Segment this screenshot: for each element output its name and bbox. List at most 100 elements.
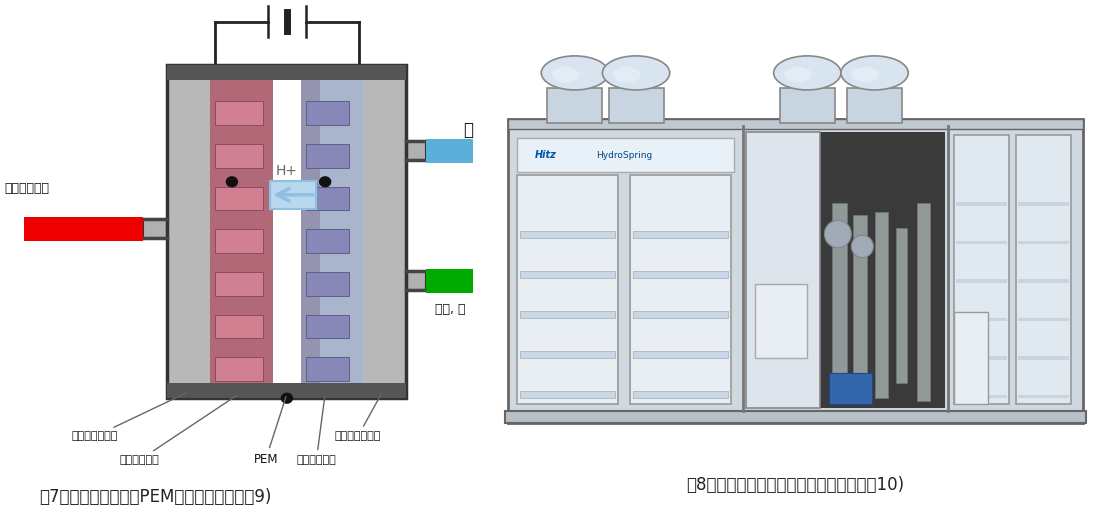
Text: PEM: PEM (254, 397, 286, 466)
Bar (517, 175, 618, 405)
Bar (167, 65, 407, 398)
Bar (508, 120, 1083, 129)
Bar (306, 230, 349, 253)
Bar (956, 279, 1007, 282)
Bar (547, 88, 603, 123)
Bar (505, 411, 1085, 423)
Bar (272, 69, 301, 394)
Bar (780, 88, 835, 123)
Text: 水素（高圧）: 水素（高圧） (4, 182, 50, 195)
Bar (954, 312, 987, 405)
Ellipse shape (603, 56, 669, 90)
Bar (1017, 356, 1069, 360)
Ellipse shape (552, 67, 579, 83)
Bar (956, 202, 1007, 206)
Bar (364, 65, 407, 398)
Bar (956, 317, 1007, 321)
Bar (917, 203, 930, 402)
Text: 集電体（陰極）: 集電体（陰極） (71, 393, 187, 441)
Circle shape (319, 176, 331, 187)
Bar (520, 391, 615, 398)
Bar (1016, 135, 1071, 405)
Bar (633, 271, 728, 278)
Bar (755, 284, 807, 358)
Ellipse shape (852, 67, 880, 83)
Bar (853, 215, 866, 389)
Bar (216, 272, 264, 296)
Bar (847, 88, 902, 123)
Bar (306, 358, 349, 381)
Bar (1017, 279, 1069, 282)
Bar (520, 351, 615, 358)
Circle shape (280, 393, 294, 404)
Text: アノード触媒: アノード触媒 (297, 397, 336, 465)
Bar (954, 135, 1009, 405)
Bar (633, 391, 728, 398)
Bar (306, 315, 349, 338)
Bar (426, 269, 474, 293)
Bar (832, 203, 847, 402)
Bar (167, 65, 407, 398)
Bar (1017, 241, 1069, 244)
Ellipse shape (542, 56, 608, 90)
Bar (23, 217, 143, 241)
Bar (520, 231, 615, 238)
Bar (216, 230, 264, 253)
Bar (828, 373, 872, 405)
Bar (608, 88, 664, 123)
Bar (320, 69, 364, 394)
Bar (633, 231, 728, 238)
Bar (301, 69, 364, 394)
Ellipse shape (774, 56, 841, 90)
Bar (167, 383, 407, 398)
Bar (956, 241, 1007, 244)
Bar (520, 311, 615, 318)
Bar (407, 141, 426, 160)
Bar (633, 351, 728, 358)
Bar (216, 187, 264, 210)
Bar (1017, 317, 1069, 321)
Circle shape (824, 221, 852, 248)
Bar (896, 228, 907, 383)
Bar (1017, 395, 1069, 398)
Ellipse shape (784, 67, 812, 83)
Bar (517, 138, 734, 172)
Bar (426, 139, 474, 163)
Bar (746, 132, 945, 407)
Bar (629, 175, 731, 405)
Text: カソード触媒: カソード触媒 (120, 395, 237, 465)
Ellipse shape (841, 56, 909, 90)
Bar (143, 218, 167, 238)
Bar (167, 65, 210, 398)
Bar (216, 315, 264, 338)
Ellipse shape (613, 67, 641, 83)
Bar (270, 181, 316, 208)
Bar (508, 120, 1083, 423)
Bar (746, 132, 820, 407)
Bar (306, 187, 349, 210)
Text: H+: H+ (276, 164, 298, 178)
Bar (306, 144, 349, 168)
Text: Hitz: Hitz (535, 150, 557, 160)
Bar (1017, 202, 1069, 206)
Bar (167, 65, 407, 80)
Text: 集電体（陽極）: 集電体（陽極） (335, 394, 381, 441)
Circle shape (226, 176, 238, 187)
Text: 水: 水 (464, 121, 474, 139)
Bar (306, 102, 349, 125)
Bar (520, 271, 615, 278)
Text: 酸素, 水: 酸素, 水 (435, 303, 466, 316)
Text: 図8　オンサイト型水電解水素発生装置　10): 図8 オンサイト型水電解水素発生装置 10) (686, 476, 904, 494)
Bar (956, 395, 1007, 398)
Bar (306, 272, 349, 296)
Bar (216, 358, 264, 381)
Text: HydroSpring: HydroSpring (596, 151, 653, 160)
Bar (407, 270, 426, 290)
Bar (216, 144, 264, 168)
Text: 図7　固体高分子膜（PEM）形水電解装置　9): 図7 固体高分子膜（PEM）形水電解装置 9) (39, 488, 271, 506)
Bar (956, 356, 1007, 360)
Bar (210, 69, 272, 394)
Circle shape (852, 235, 873, 258)
Bar (874, 212, 888, 398)
Bar (216, 102, 264, 125)
